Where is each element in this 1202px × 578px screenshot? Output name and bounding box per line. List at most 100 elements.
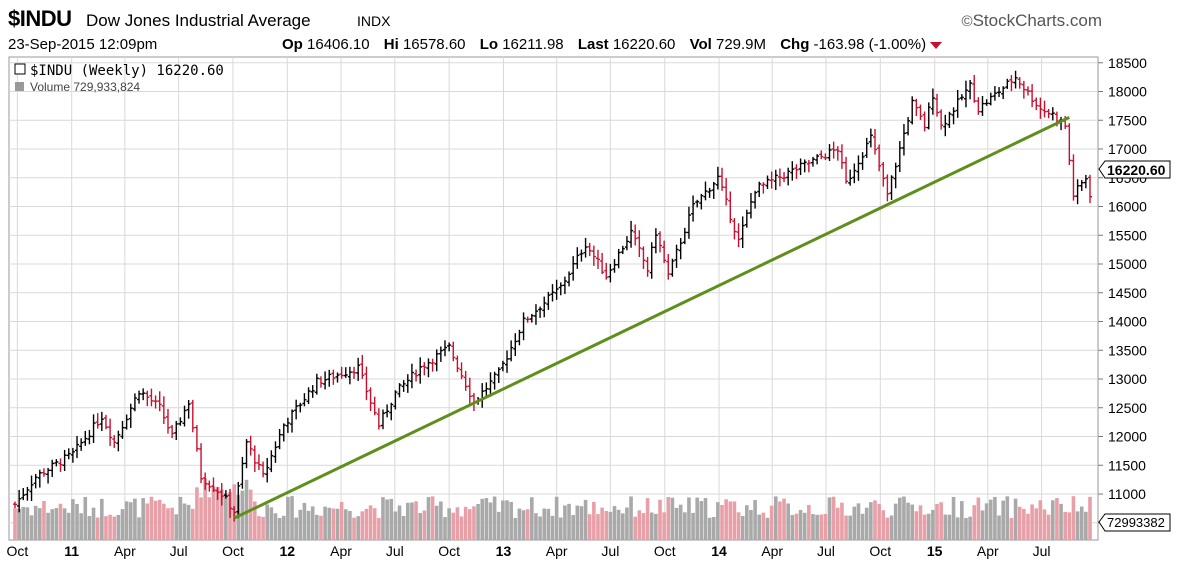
- volume-bar: [831, 496, 836, 540]
- volume-bar: [612, 506, 617, 540]
- chart-symbol: $INDU: [8, 6, 72, 31]
- volume-bar: [71, 499, 75, 540]
- volume-bar: [133, 498, 137, 540]
- price-bar: [211, 477, 216, 493]
- y-tick-label: 11500: [1108, 457, 1146, 473]
- volume-bar: [410, 502, 414, 540]
- volume-bar: [356, 516, 360, 540]
- price-bar: [29, 475, 34, 502]
- price-bar: [120, 420, 125, 439]
- price-bar: [579, 249, 584, 262]
- volume-bar: [501, 500, 505, 540]
- volume-bar: [91, 507, 96, 540]
- volume-bar: [902, 496, 906, 540]
- volume-bar: [790, 515, 795, 540]
- trendline: [233, 116, 1070, 520]
- price-bar: [798, 158, 803, 176]
- x-tick-label: Apr: [114, 543, 136, 559]
- volume-bars: [13, 478, 1092, 540]
- price-bar: [988, 92, 993, 106]
- price-bar: [736, 223, 741, 248]
- price-bar: [658, 231, 662, 253]
- volume-bar: [596, 514, 600, 540]
- price-bar: [707, 187, 712, 198]
- volume-bar: [840, 502, 844, 540]
- volume-bar: [25, 507, 30, 540]
- price-bar: [352, 366, 357, 379]
- volume-bar: [124, 501, 129, 540]
- price-bar: [633, 224, 638, 246]
- price-bar: [529, 313, 534, 323]
- price-bar: [236, 481, 241, 519]
- price-bar: [666, 253, 671, 280]
- price-bar: [939, 109, 944, 130]
- volume-bar: [100, 498, 104, 540]
- x-tick-label: Oct: [438, 543, 460, 559]
- volume-bar: [224, 493, 228, 540]
- price-bar: [132, 393, 137, 412]
- open-value: 16406.10: [307, 36, 370, 53]
- price-bar: [562, 276, 567, 294]
- price-bar: [128, 403, 133, 428]
- price-bar: [360, 354, 365, 379]
- x-tick-label: Jul: [1033, 543, 1051, 559]
- volume-bar: [182, 503, 187, 540]
- volume-bar: [947, 514, 952, 540]
- price-bar: [232, 506, 237, 522]
- price-bar: [273, 441, 278, 463]
- volume-bar: [1067, 512, 1072, 540]
- volume-bar: [860, 513, 865, 540]
- volume-bar: [414, 501, 418, 540]
- price-bar: [852, 163, 857, 184]
- price-bar: [629, 220, 634, 248]
- volume-bar: [910, 504, 915, 540]
- volume-bar: [128, 502, 133, 540]
- price-bar: [951, 107, 956, 125]
- volume-bar: [691, 512, 695, 540]
- price-bar: [881, 162, 886, 187]
- volume-bar: [430, 496, 435, 540]
- price-bar: [740, 216, 745, 249]
- price-bar: [848, 169, 853, 186]
- price-bar: [252, 445, 257, 472]
- price-bar: [513, 333, 518, 356]
- volume-bar: [567, 503, 571, 540]
- volume-bar: [869, 502, 873, 540]
- price-bar: [509, 340, 514, 362]
- volume-bar: [662, 512, 666, 540]
- volume-bar: [802, 512, 807, 540]
- volume-bar: [951, 496, 956, 540]
- last-price-badge: 16220.60: [1098, 160, 1171, 179]
- volume-bar: [302, 503, 307, 540]
- volume-bar: [166, 508, 170, 540]
- price-bar: [769, 171, 774, 189]
- price-bar: [728, 191, 733, 224]
- volume-bar: [368, 505, 373, 540]
- volume-bar: [604, 511, 609, 540]
- volume-bar: [583, 499, 588, 540]
- price-bar: [624, 236, 629, 251]
- price-bar: [137, 390, 142, 404]
- price-bar: [703, 181, 708, 201]
- volume-bar: [1046, 514, 1051, 540]
- brand-logo[interactable]: ©StockCharts.com: [962, 11, 1103, 31]
- price-bar: [959, 94, 964, 101]
- volume-bar: [633, 516, 637, 540]
- price-bar: [318, 376, 323, 388]
- price-bar: [1021, 80, 1026, 99]
- volume-bar: [1050, 500, 1055, 540]
- volume-bar: [496, 511, 501, 540]
- price-bar: [976, 97, 981, 115]
- price-bar: [550, 284, 555, 302]
- volume-bar: [877, 503, 881, 540]
- volume-bar: [724, 499, 728, 540]
- volume-bar: [1005, 496, 1010, 540]
- price-bar: [443, 340, 447, 357]
- copyright-symbol: ©: [961, 13, 973, 30]
- volume-bar: [1063, 511, 1067, 540]
- price-bar: [463, 370, 468, 391]
- x-tick-label: Apr: [330, 543, 352, 559]
- volume-bar: [451, 512, 456, 540]
- price-bar: [653, 228, 658, 254]
